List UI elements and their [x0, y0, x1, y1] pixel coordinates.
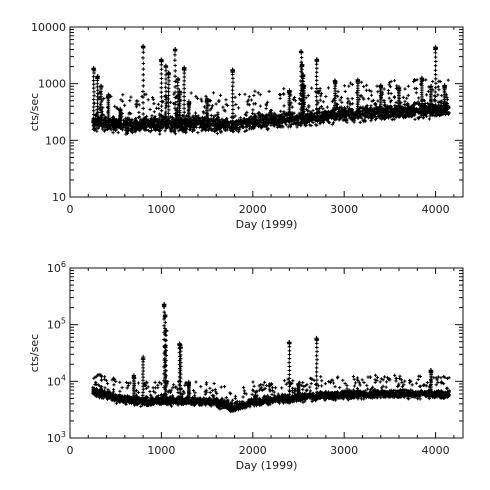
x-axis-label: Day (1999) — [236, 218, 298, 231]
x-tick-label: 1000 — [147, 444, 175, 457]
x-tick-label: 2000 — [239, 203, 267, 216]
top-chart: 0 1000 2000 3000 4000 10 100 1000 10000 Day (1999… — [28, 21, 464, 231]
data-points — [91, 43, 451, 136]
scatter-markers — [91, 43, 451, 136]
scatter-markers — [91, 302, 451, 414]
data-points — [91, 302, 451, 414]
y-tick-label: 100 — [45, 134, 66, 147]
y-axis-label: cts/sec — [28, 334, 41, 372]
x-tick-label: 4000 — [422, 444, 450, 457]
y-tick-label: 106 — [47, 260, 66, 275]
y-axis-label: cts/sec — [28, 93, 41, 131]
y-tick-label: 104 — [47, 373, 66, 388]
plot-frame — [69, 26, 464, 198]
x-tick-label: 0 — [67, 203, 74, 216]
x-tick-label: 2000 — [239, 444, 267, 457]
x-axis-label: Day (1999) — [236, 459, 298, 472]
y-tick-label: 1000 — [38, 78, 66, 91]
y-tick-label: 105 — [47, 317, 66, 332]
plot-frame — [69, 267, 464, 439]
y-tick-label: 10000 — [31, 21, 66, 34]
x-tick-label: 3000 — [330, 203, 358, 216]
x-tick-label: 4000 — [422, 203, 450, 216]
x-tick-label: 3000 — [330, 444, 358, 457]
y-tick-label: 10 — [52, 191, 66, 204]
bottom-chart: 0 1000 2000 3000 4000 103 104 105 106 Day (1999) c… — [28, 260, 464, 472]
x-tick-label: 1000 — [147, 203, 175, 216]
y-tick-label: 103 — [47, 430, 66, 445]
x-tick-label: 0 — [67, 444, 74, 457]
